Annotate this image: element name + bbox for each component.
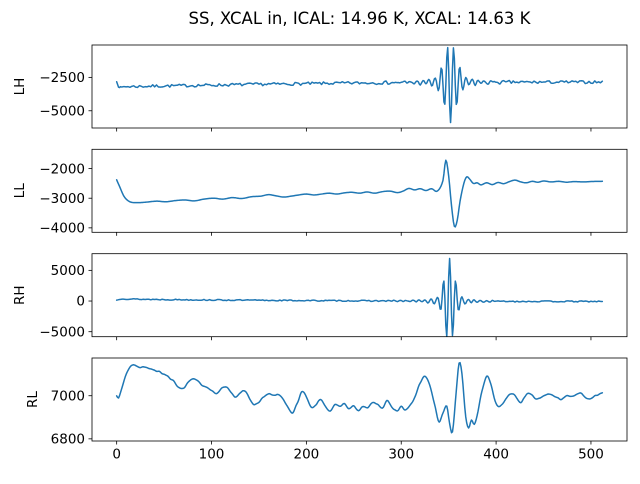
ylabel-RH: RH (12, 285, 28, 305)
trace-LH (115, 46, 604, 124)
subplot-LH-frame (91, 44, 628, 129)
ytick-label-LL: −4000 (39, 221, 85, 237)
ytick-label-RL: 6800 (51, 432, 85, 448)
ytick-label-RH: −5000 (39, 324, 85, 340)
ytick-label-LH: −2500 (39, 70, 85, 86)
xtick-label: 100 (199, 447, 225, 463)
xtick-label: 400 (483, 447, 509, 463)
subplot-RH-frame (91, 253, 628, 338)
subplot-RL-frame (91, 357, 628, 442)
ytick-label-LL: −3000 (39, 191, 85, 207)
xtick-label: 300 (388, 447, 414, 463)
trace-RH (115, 257, 604, 337)
ylabel-RL: RL (25, 391, 41, 408)
xtick-label: 200 (293, 447, 319, 463)
trace-RL (115, 361, 604, 434)
trace-LL (115, 159, 604, 228)
ylabel-LH: LH (12, 78, 28, 96)
subplot-LL-frame (91, 148, 628, 233)
ylabel-LL: LL (12, 183, 28, 199)
ytick-label-RH: 0 (76, 294, 85, 310)
ytick-label-LH: −5000 (39, 103, 85, 119)
ytick-label-RH: 5000 (51, 263, 85, 279)
figure-title: SS, XCAL in, ICAL: 14.96 K, XCAL: 14.63 … (189, 9, 532, 28)
ytick-label-RL: 7000 (51, 388, 85, 404)
xtick-label: 0 (112, 447, 121, 463)
xtick-label: 500 (578, 447, 604, 463)
ytick-label-LL: −2000 (39, 161, 85, 177)
